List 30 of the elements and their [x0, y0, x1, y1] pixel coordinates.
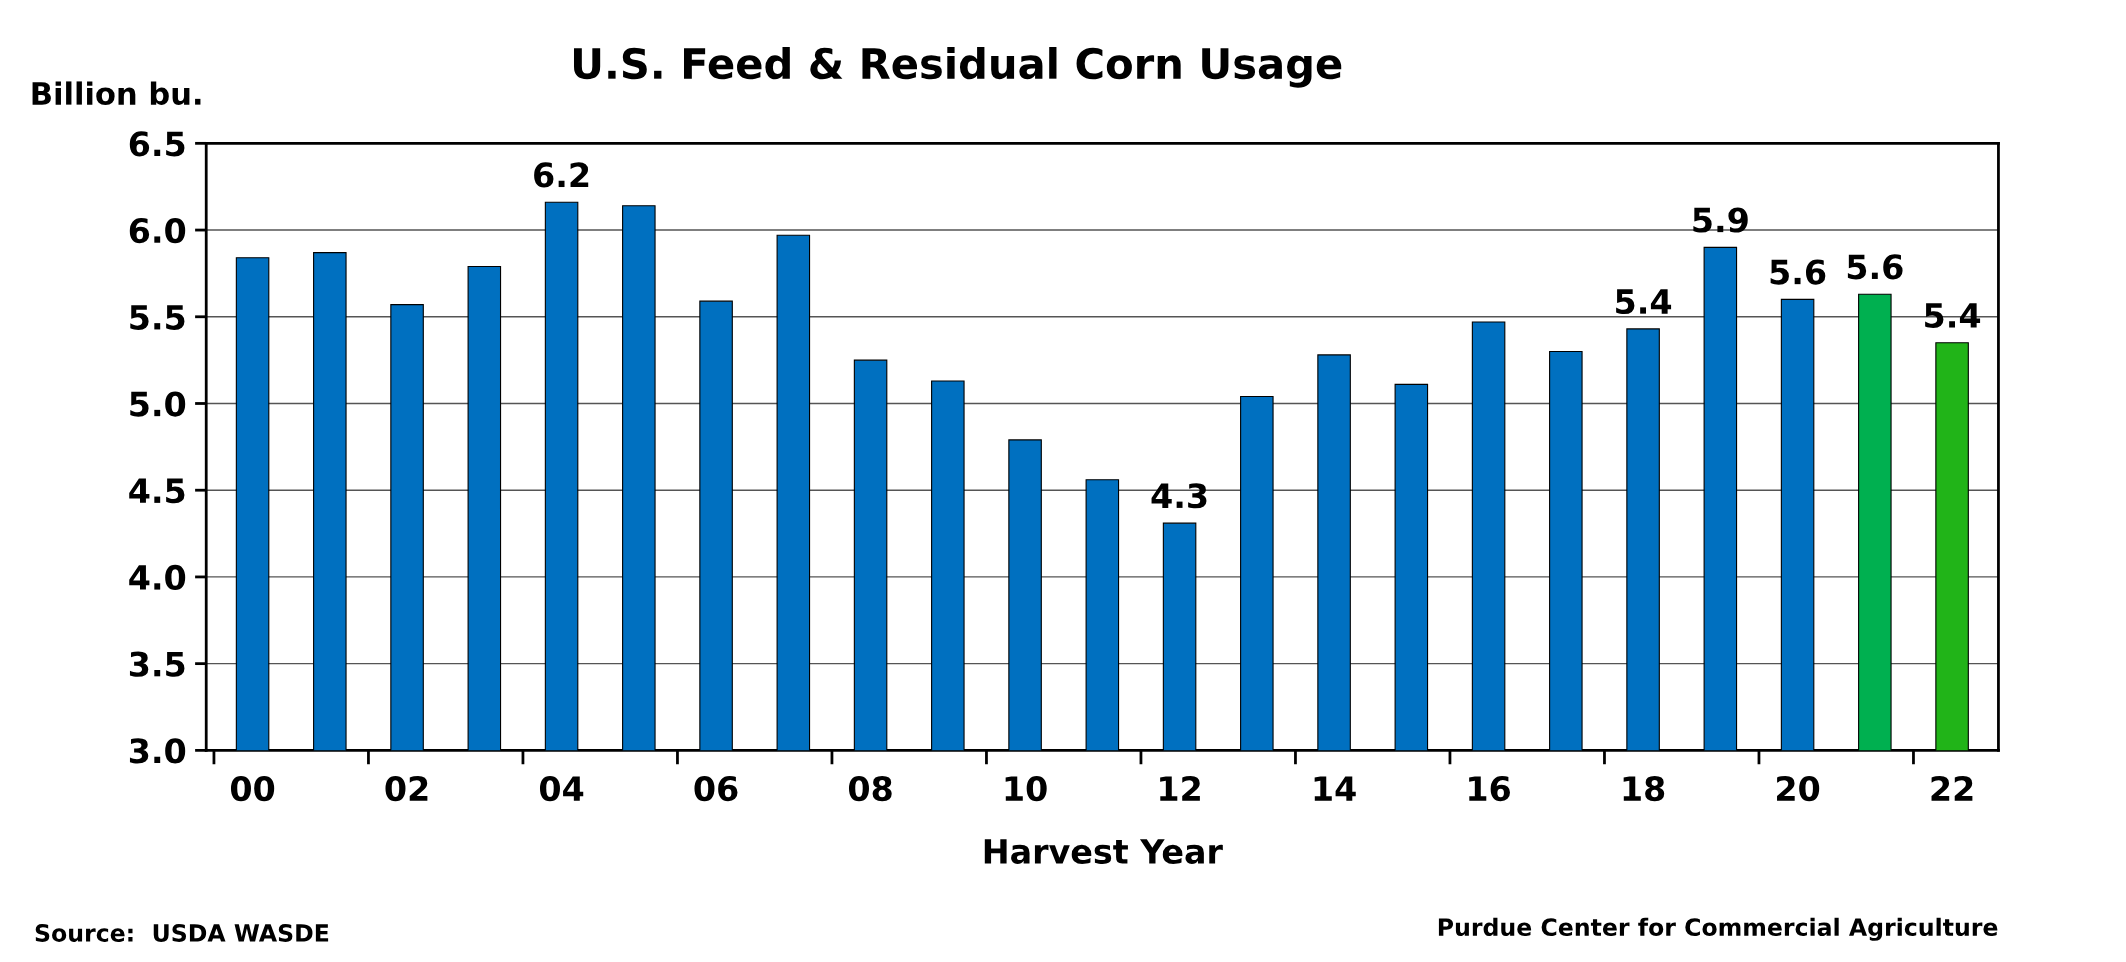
x-axis-title: Harvest Year	[984, 839, 1223, 864]
y-tick-label: 4.5	[129, 478, 185, 504]
data-label: 5.6	[1847, 254, 1903, 280]
x-tick-label: 12	[1160, 775, 1200, 801]
x-tick-label: 06	[694, 775, 738, 802]
chart-title: U.S. Feed & Residual Corn Usage	[573, 47, 1342, 88]
x-tick-label: 20	[1777, 775, 1820, 802]
data-label: 5.6	[1770, 259, 1826, 285]
y-tick-label: 3.0	[129, 738, 186, 764]
y-tick-label: 6.5	[129, 131, 185, 157]
x-tick-label: 18	[1623, 775, 1665, 802]
y-tick-label: 5.5	[130, 305, 185, 330]
data-label: 5.4	[1616, 289, 1672, 315]
x-tick-label: 04	[539, 775, 584, 802]
x-tick-label: 16	[1469, 775, 1510, 802]
data-label: 6.2	[534, 162, 589, 188]
y-tick-label: 3.5	[129, 651, 185, 677]
y-tick-label: 4.0	[129, 564, 186, 591]
text: Purdue Center for Commercial Agriculture	[1438, 917, 1998, 941]
y-axis-title: Billion bu.	[32, 81, 201, 106]
x-tick-label: 14	[1314, 776, 1356, 801]
data-label: 5.9	[1693, 207, 1748, 233]
y-tick-label: 5.0	[130, 391, 186, 417]
x-tick-label: 22	[1931, 775, 1973, 801]
x-tick-label: 08	[848, 775, 892, 802]
x-tick-label: 02	[385, 775, 428, 802]
source-note: Source: USDA WASDE	[35, 924, 329, 942]
x-tick-label: 00	[230, 775, 275, 802]
x-tick-label: 10	[1005, 775, 1047, 802]
y-tick-label: 6.0	[129, 217, 186, 244]
